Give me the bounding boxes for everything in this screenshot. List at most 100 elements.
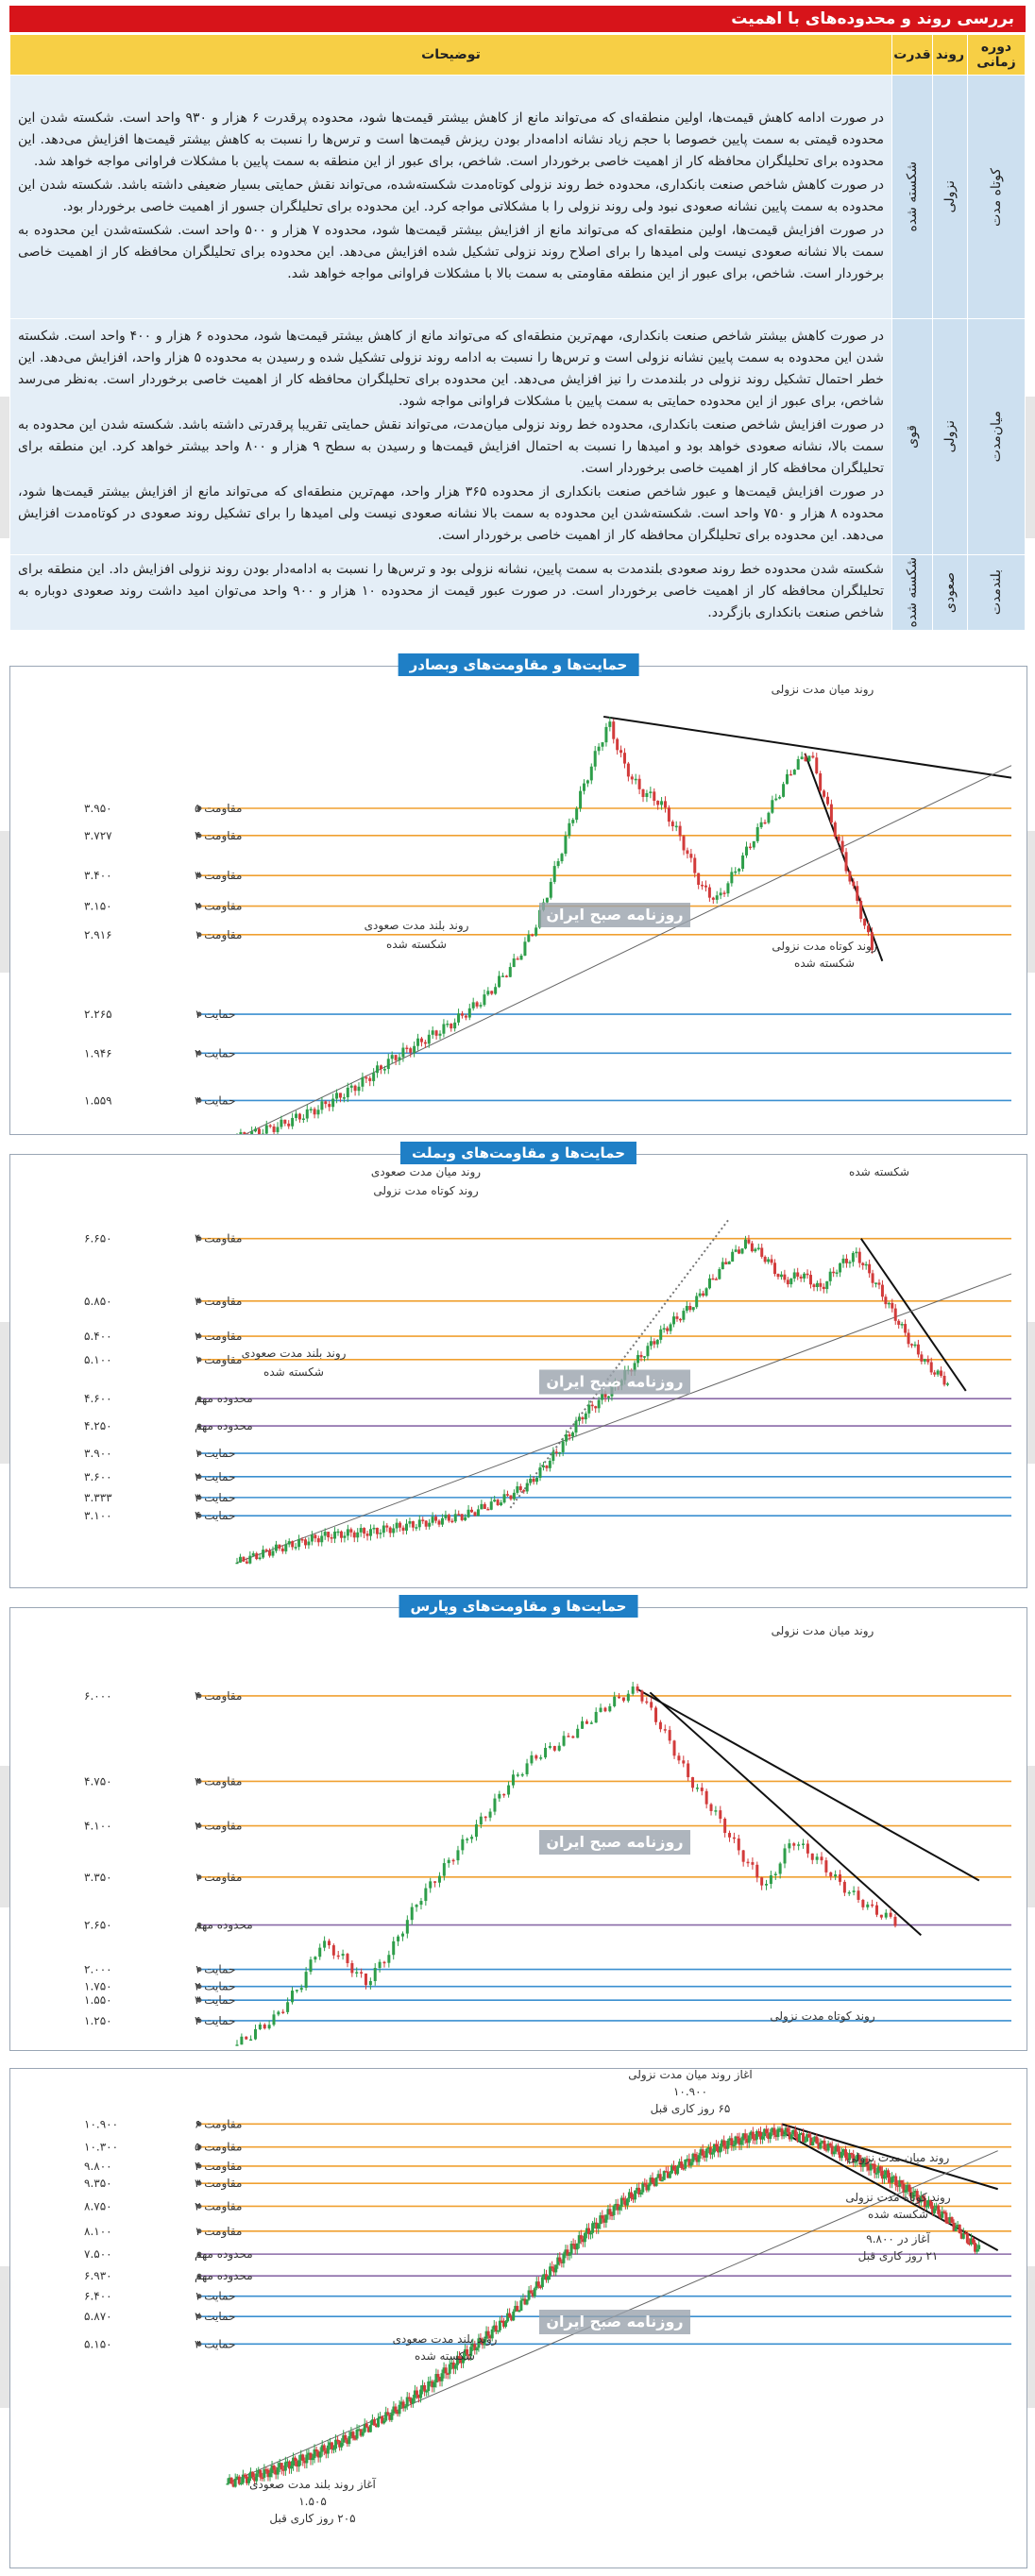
candle-body: [506, 2313, 510, 2322]
candle-body: [334, 2439, 338, 2449]
chart-annotation: ۱.۵۰۵: [298, 2495, 327, 2508]
candle-body: [274, 2469, 278, 2475]
candle-body: [866, 925, 870, 933]
candle-body: [442, 1863, 446, 1876]
level-label: حمایت ۲: [195, 1980, 235, 1993]
description-paragraph: در صورت کاهش شاخص صنعت بانکداری، محدوده …: [18, 177, 884, 214]
candle-body: [712, 2144, 716, 2153]
level-value: ۳.۹۵۰: [84, 802, 112, 815]
candle-body: [744, 846, 748, 856]
candle-body: [531, 934, 534, 937]
candle-body: [436, 2374, 440, 2378]
candle-body: [833, 822, 837, 838]
candle-body: [268, 1125, 272, 1127]
cell-description: شکسته شدن محدوده خط روند صعودی بلندمدت ب…: [9, 554, 892, 631]
candle-body: [569, 2244, 573, 2254]
candle-body: [385, 1525, 389, 1528]
cell-description: در صورت کاهش بیشتر شاخص صنعت بانکداری، م…: [9, 318, 892, 555]
candle-body: [870, 932, 874, 951]
candle-body: [548, 1460, 551, 1468]
candle-body: [429, 2381, 433, 2383]
candle-body: [684, 2159, 687, 2169]
candle-body: [959, 2233, 963, 2239]
candle-body: [859, 2160, 863, 2167]
candle-body: [281, 2469, 285, 2471]
candle-body: [967, 2243, 971, 2245]
candle-body: [484, 1816, 487, 1819]
chart-annotation: ۶۵ روز کاری قبل: [651, 2102, 731, 2116]
candle-body: [897, 1320, 901, 1325]
candle-body: [245, 2036, 248, 2040]
candle-body: [460, 1013, 464, 1016]
candle-body: [844, 1258, 848, 1263]
candle-body: [618, 1696, 621, 1699]
level-marker: [196, 1513, 202, 1518]
candle-body: [518, 2310, 521, 2313]
candle-body: [424, 1888, 428, 1902]
candle-body: [320, 1535, 324, 1543]
level-value: ۹.۳۵۰: [84, 2177, 112, 2190]
candle-body: [855, 1251, 858, 1254]
candle-body: [802, 1843, 806, 1845]
candle-body: [483, 1503, 486, 1509]
candle-body: [346, 1087, 349, 1098]
candle-body: [309, 1109, 313, 1110]
candle-body: [490, 991, 494, 994]
candle-body: [876, 2166, 880, 2174]
candle-body: [751, 1862, 755, 1865]
candle-body: [746, 1861, 750, 1864]
trend-line: [509, 1218, 730, 1509]
candle-body: [251, 2471, 255, 2478]
candle-body: [691, 1777, 695, 1788]
candle-body: [645, 1701, 649, 1703]
candle-body: [650, 1702, 653, 1708]
candle-body: [274, 1544, 278, 1551]
candle-body: [778, 2127, 782, 2130]
candle-body: [245, 1561, 248, 1564]
description-paragraph: در صورت ادامه کاهش قیمت‌ها، اولین منطقه‌…: [18, 110, 884, 169]
candle-body: [734, 871, 738, 873]
candle-body: [433, 1881, 437, 1883]
level-marker: [196, 2229, 202, 2234]
candle-body: [440, 1517, 444, 1525]
candle-body: [654, 1707, 658, 1722]
candle-body: [861, 1263, 865, 1265]
candle-body: [396, 2411, 399, 2415]
candle-body: [686, 2159, 689, 2161]
candle-body: [359, 2429, 363, 2436]
candle-body: [509, 1495, 513, 1500]
candle-body: [500, 2320, 503, 2323]
candle-body: [636, 1686, 639, 1691]
level-marker: [196, 1396, 202, 1401]
cell-period: بلندمدت: [967, 554, 1026, 631]
candle-body: [608, 2209, 612, 2215]
candle-body: [844, 852, 848, 872]
chart-annotation: روند بلند مدت صعودی: [393, 2332, 498, 2347]
level-value: ۳.۱۵۰: [84, 900, 112, 913]
candle-body: [815, 2136, 819, 2144]
candle-body: [677, 1755, 681, 1761]
description-paragraph: در صورت افزایش شاخص صنعت بانکداری، محدود…: [18, 416, 885, 476]
candle-body: [311, 2458, 314, 2461]
candle-body: [268, 1551, 272, 1556]
candle-body: [333, 1531, 337, 1539]
candle-body: [431, 1030, 434, 1035]
trend-line: [649, 1691, 923, 1937]
level-marker: [196, 1423, 202, 1429]
candle-body: [884, 1912, 888, 1918]
level-value: ۵.۱۰۰: [84, 1353, 112, 1366]
candle-body: [636, 2187, 639, 2191]
candle-body: [399, 1522, 402, 1528]
level-label: حمایت ۳: [195, 2337, 235, 2350]
level-marker: [196, 1967, 202, 1973]
candle-body: [674, 825, 678, 828]
candle-body: [512, 958, 516, 968]
candle-body: [669, 1324, 672, 1331]
candle-body: [699, 2149, 703, 2156]
candle-body: [707, 1278, 711, 1289]
candle-body: [283, 1119, 287, 1124]
candle-body: [457, 2356, 461, 2359]
candle-body: [969, 2238, 973, 2245]
candle-body: [565, 1434, 568, 1442]
candle-body: [324, 1101, 328, 1105]
